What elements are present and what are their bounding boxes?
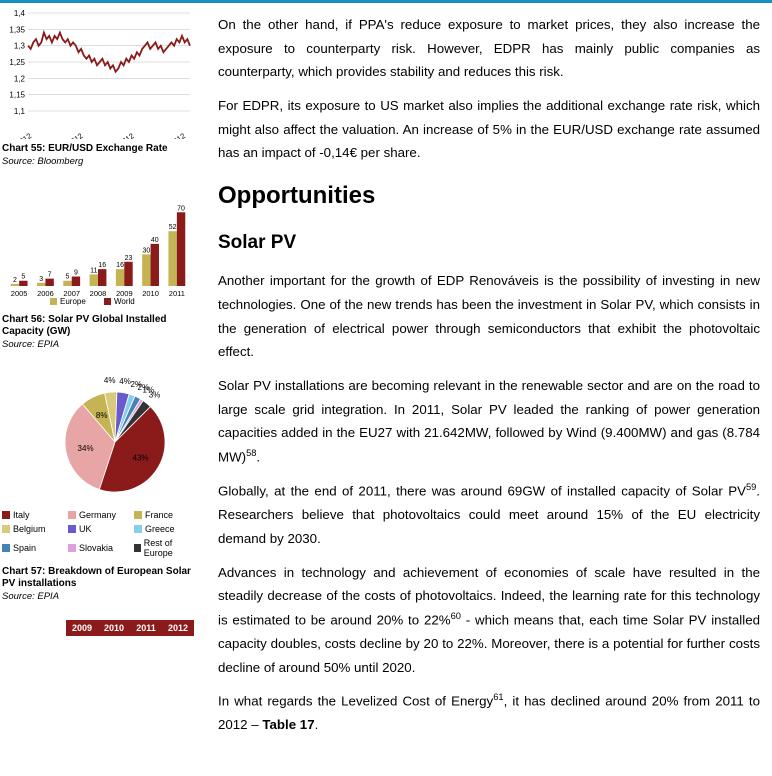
- chart57-source: Source: EPIA: [2, 591, 196, 602]
- svg-text:70: 70: [177, 205, 185, 212]
- text: .: [256, 449, 260, 464]
- yearbar-cell: 2010: [98, 620, 130, 636]
- svg-text:34%: 34%: [78, 443, 94, 452]
- svg-text:2008: 2008: [90, 289, 107, 298]
- paragraph: Globally, at the end of 2011, there was …: [218, 479, 760, 550]
- chart57-legend: Italy Germany France Belgium UK Greece Spain Sl…: [2, 510, 194, 558]
- yearbar-cell: 2012: [162, 620, 194, 636]
- svg-text:02-04-2012: 02-04-2012: [48, 131, 85, 139]
- chart55-source: Source: Bloomberg: [2, 156, 196, 167]
- footnote-ref: 60: [451, 611, 461, 621]
- chart56-title: Chart 56: Solar PV Global Installed Capa…: [2, 314, 196, 339]
- paragraph: Advances in technology and achievement o…: [218, 561, 760, 680]
- paragraph: Solar PV installations are becoming rele…: [218, 374, 760, 469]
- legend-item: Germany: [68, 510, 128, 520]
- svg-text:World: World: [114, 297, 135, 306]
- svg-text:7: 7: [48, 271, 52, 278]
- svg-text:30: 30: [142, 247, 150, 254]
- svg-text:16: 16: [116, 262, 124, 269]
- paragraph: On the other hand, if PPA's reduce expos…: [218, 13, 760, 84]
- svg-text:8%: 8%: [96, 411, 108, 420]
- chart57-pie: 43%34%8%4%4%2%2%1%3%: [20, 372, 180, 502]
- svg-text:2: 2: [13, 276, 17, 283]
- legend-item: Spain: [2, 538, 62, 558]
- paragraph: In what regards the Levelized Cost of En…: [218, 689, 760, 737]
- chart56-svg: 2520053720065920071116200816232009304020…: [2, 195, 194, 310]
- svg-text:5: 5: [66, 273, 70, 280]
- svg-text:16: 16: [98, 262, 106, 269]
- svg-text:2005: 2005: [11, 289, 28, 298]
- text: Globally, at the end of 2011, there was …: [218, 484, 746, 499]
- paragraph: Another important for the growth of EDP …: [218, 269, 760, 364]
- legend-item: Rest of Europe: [134, 538, 194, 558]
- svg-text:4%: 4%: [119, 376, 131, 385]
- chart56-bar: 2520053720065920071116200816232009304020…: [2, 195, 194, 310]
- heading-opportunities: Opportunities: [218, 175, 760, 218]
- legend-item: Belgium: [2, 524, 62, 534]
- svg-text:02-07-2012: 02-07-2012: [99, 131, 136, 139]
- svg-text:3: 3: [39, 275, 43, 282]
- svg-text:23: 23: [125, 254, 133, 261]
- chart56-source: Source: EPIA: [2, 339, 196, 350]
- yearbar-cell: 2011: [130, 620, 162, 636]
- page-layout: 1,4 1,35 1,3 1,25 1,2 1,15 1,1 02-01-2012 02-04-…: [0, 3, 772, 776]
- svg-text:1,4: 1,4: [14, 9, 26, 18]
- svg-text:4%: 4%: [104, 376, 116, 385]
- legend-item: Greece: [134, 524, 194, 534]
- legend-item: Slovakia: [68, 538, 128, 558]
- sidebar: 1,4 1,35 1,3 1,25 1,2 1,15 1,1 02-01-2012 02-04-…: [0, 3, 200, 776]
- footnote-ref: 58: [246, 448, 256, 458]
- text: Solar PV installations are becoming rele…: [218, 378, 760, 464]
- footnote-ref: 61: [493, 692, 503, 702]
- svg-text:1,15: 1,15: [9, 91, 25, 100]
- table-ref: Table 17: [262, 717, 314, 732]
- svg-text:43%: 43%: [133, 453, 149, 462]
- svg-text:52: 52: [169, 224, 177, 231]
- svg-text:2011: 2011: [169, 289, 185, 298]
- svg-text:5: 5: [21, 273, 25, 280]
- legend-item: France: [134, 510, 194, 520]
- yearbar-blank: [2, 620, 66, 636]
- svg-text:3%: 3%: [149, 390, 161, 399]
- chart57-title: Chart 57: Breakdown of European Solar PV…: [2, 566, 196, 591]
- svg-text:2010: 2010: [142, 289, 159, 298]
- legend-item: Italy: [2, 510, 62, 520]
- chart55-line: 1,4 1,35 1,3 1,25 1,2 1,15 1,1 02-01-2012 02-04-…: [2, 9, 194, 139]
- heading-solar-pv: Solar PV: [218, 226, 760, 260]
- svg-text:1,2: 1,2: [14, 74, 26, 83]
- main-text: On the other hand, if PPA's reduce expos…: [200, 3, 772, 776]
- legend-item: UK: [68, 524, 128, 534]
- table-year-header: 2009 2010 2011 2012: [2, 620, 194, 636]
- chart55-title: Chart 55: EUR/USD Exchange Rate: [2, 143, 196, 156]
- svg-text:40: 40: [151, 236, 159, 243]
- text: In what regards the Levelized Cost of En…: [218, 694, 493, 709]
- svg-text:02-10-2012: 02-10-2012: [150, 131, 187, 139]
- svg-text:2006: 2006: [37, 289, 54, 298]
- svg-text:11: 11: [90, 267, 97, 274]
- svg-text:Europe: Europe: [60, 297, 86, 306]
- svg-text:02-01-2012: 02-01-2012: [2, 131, 33, 139]
- svg-text:1,1: 1,1: [14, 107, 26, 116]
- svg-text:1,3: 1,3: [14, 42, 26, 51]
- text: .: [315, 717, 319, 732]
- svg-text:1,25: 1,25: [9, 58, 25, 67]
- svg-text:1,35: 1,35: [9, 25, 25, 34]
- chart57-wrap: 43%34%8%4%4%2%2%1%3% ItalyGermanyFranceB…: [2, 372, 194, 558]
- yearbar-cell: 2009: [66, 620, 98, 636]
- chart55-svg: 1,4 1,35 1,3 1,25 1,2 1,15 1,1 02-01-2012 02-04-…: [2, 9, 194, 139]
- svg-text:9: 9: [74, 269, 78, 276]
- chart57-svg: 43%34%8%4%4%2%2%1%3%: [20, 372, 180, 502]
- paragraph: For EDPR, its exposure to US market also…: [218, 94, 760, 165]
- footnote-ref: 59: [746, 482, 756, 492]
